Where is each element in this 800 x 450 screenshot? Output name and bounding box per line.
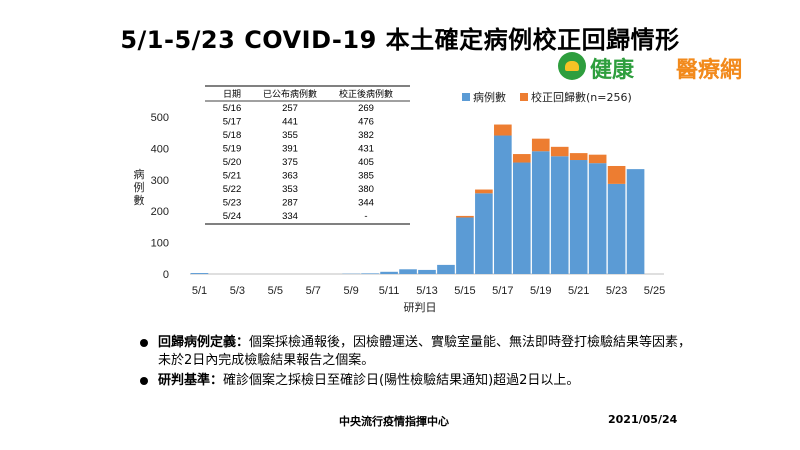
bar-cases [456, 217, 474, 274]
bar-cases [437, 264, 455, 274]
table-header: 已公布病例數 [263, 88, 317, 100]
table-cell: 353 [282, 184, 298, 195]
note-text: 個案採檢通報後，因檢體運送、實驗室量能、無法即時登打檢驗結果等因素，未於2日內完… [158, 335, 692, 368]
y-tick-label: 0 [163, 269, 169, 281]
table-cell: 334 [282, 211, 298, 222]
legend-label: 病例數 [473, 90, 506, 104]
table-cell: 5/21 [223, 171, 242, 182]
bar-cases [475, 193, 493, 274]
bar-cases [494, 135, 512, 274]
y-axis-label: 例 [134, 180, 145, 194]
x-tick-label: 5/13 [416, 285, 437, 297]
health-logo: 健康 醫療網 [558, 52, 783, 83]
footer-org: 中央流行疫情指揮中心 [339, 415, 449, 428]
x-tick-label: 5/23 [606, 285, 627, 297]
y-tick-label: 400 [151, 143, 169, 155]
table-cell: 382 [358, 130, 374, 141]
table-cell: 5/24 [223, 211, 242, 222]
table-cell: 391 [282, 144, 298, 155]
legend-label: 校正回歸數(n=256) [531, 90, 632, 104]
table-cell: 5/16 [223, 103, 242, 114]
y-tick-label: 200 [151, 206, 169, 218]
note-term: 研判基準： [158, 373, 224, 388]
bar-cases [550, 156, 569, 274]
table-cell: 287 [282, 198, 298, 209]
table-cell: 380 [358, 184, 374, 195]
footer-date: 2021/05/24 [608, 413, 678, 426]
x-tick-label: 5/1 [192, 285, 207, 297]
page-title: 5/1-5/23 COVID-19 本土確定病例校正回歸情形 [120, 26, 680, 54]
y-tick-label: 500 [151, 112, 169, 124]
note-criteria: 研判基準：確診個案之採檢日至確診日(陽性檢驗結果通知)超過2日以上。 [140, 372, 700, 390]
legend-swatch [462, 93, 470, 101]
bar-cases [190, 273, 209, 274]
bar-backlog [512, 154, 531, 163]
bar-cases [418, 269, 436, 274]
table-cell: 5/19 [223, 144, 242, 155]
table-cell: 385 [358, 171, 374, 182]
bar-backlog [607, 165, 626, 184]
table-cell: 5/20 [223, 157, 242, 168]
table-cell: 5/22 [223, 184, 242, 195]
bar-backlog [588, 154, 607, 164]
bar-cases [361, 273, 379, 274]
bar-cases [512, 162, 531, 274]
x-tick-label: 5/25 [644, 285, 665, 297]
note-term: 回歸病例定義： [158, 335, 250, 350]
x-tick-label: 5/19 [530, 285, 551, 297]
y-axis-label: 數 [134, 194, 145, 207]
bullet-icon [140, 339, 148, 347]
table-cell: 355 [282, 130, 298, 141]
bullet-icon [140, 377, 148, 385]
bar-backlog [531, 138, 550, 152]
table-cell: 5/23 [223, 198, 242, 209]
table-cell: 5/18 [223, 130, 242, 141]
x-tick-label: 5/11 [379, 285, 400, 297]
x-tick-label: 5/3 [230, 285, 245, 297]
bar-cases [531, 151, 550, 274]
bar-cases [399, 269, 417, 274]
logo-mark-icon [558, 52, 586, 80]
bar-cases [588, 163, 607, 274]
stacked-bar-chart: 0 100 200 300 400 500 病例數 5/1 5/3 5/5 5/7 5/9 5/11 5/… [134, 85, 665, 314]
y-axis-label: 病 [134, 167, 145, 181]
bar-backlog [494, 124, 512, 136]
table-cell: 441 [282, 117, 298, 128]
bar-backlog [456, 215, 474, 218]
x-axis-label: 研判日 [404, 301, 437, 314]
bar-backlog [569, 153, 588, 161]
bar-cases [569, 160, 588, 274]
table-cell: - [364, 211, 367, 222]
logo-text-part1: 健康 [590, 58, 635, 83]
bar-cases [626, 169, 645, 274]
table-cell: 431 [358, 144, 374, 155]
x-tick-label: 5/21 [568, 285, 589, 297]
logo-text-part2: 醫療網 [676, 58, 743, 83]
table-cell: 405 [358, 157, 374, 168]
table-cell: 363 [282, 171, 298, 182]
definition-notes: 回歸病例定義：個案採檢通報後，因檢體運送、實驗室量能、無法即時登打檢驗結果等因素… [140, 334, 700, 392]
x-tick-label: 5/15 [454, 285, 475, 297]
table-cell: 476 [358, 117, 374, 128]
x-tick-label: 5/5 [268, 285, 283, 297]
bar-backlog [475, 189, 493, 194]
x-tick-label: 5/9 [344, 285, 359, 297]
y-tick-label: 100 [151, 238, 169, 250]
legend-swatch [520, 93, 528, 101]
table-cell: 375 [282, 157, 298, 168]
bar-cases [607, 183, 626, 274]
table-header: 校正後病例數 [339, 88, 393, 100]
y-tick-label: 300 [151, 175, 169, 187]
table-cell: 257 [282, 103, 298, 114]
bar-cases [380, 271, 398, 274]
table-cell: 344 [358, 198, 374, 209]
table-cell: 5/17 [223, 117, 242, 128]
note-definition: 回歸病例定義：個案採檢通報後，因檢體運送、實驗室量能、無法即時登打檢驗結果等因素… [140, 334, 700, 370]
table-cell: 269 [358, 103, 374, 114]
note-text: 確診個案之採檢日至確診日(陽性檢驗結果通知)超過2日以上。 [223, 373, 580, 388]
table-header: 日期 [223, 89, 241, 100]
bar-backlog [550, 146, 569, 157]
x-tick-label: 5/7 [306, 285, 321, 297]
x-tick-label: 5/17 [492, 285, 513, 297]
